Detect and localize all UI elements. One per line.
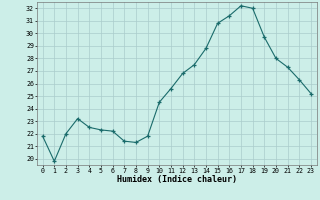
X-axis label: Humidex (Indice chaleur): Humidex (Indice chaleur): [117, 175, 237, 184]
